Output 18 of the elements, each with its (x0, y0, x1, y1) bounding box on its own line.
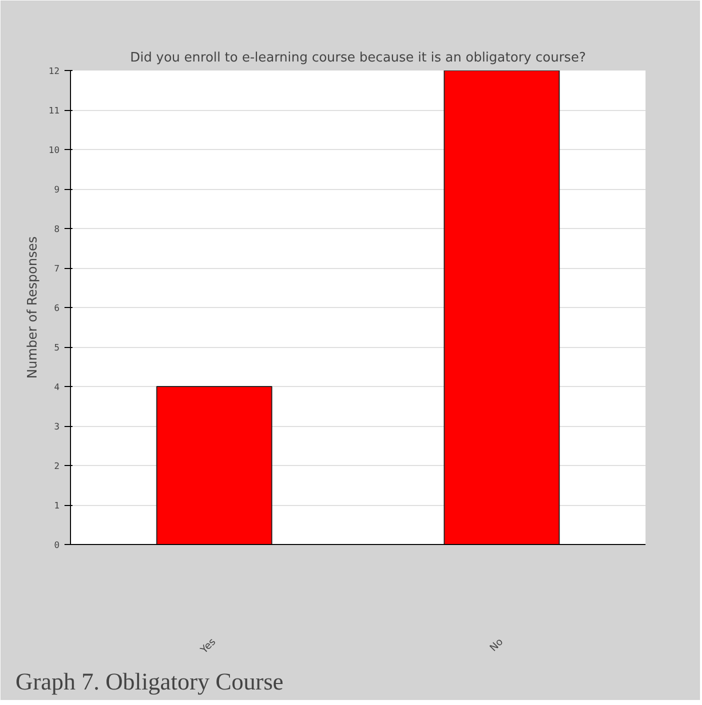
caption: Graph 7. Obligatory Course (16, 670, 284, 696)
y-tick-label: 6 (54, 304, 60, 314)
y-tick-label: 0 (54, 541, 60, 551)
y-tick-label: 4 (54, 383, 60, 393)
y-tick-label: 3 (54, 422, 60, 432)
y-tick-label: 11 (48, 106, 60, 116)
y-tick-label: 10 (48, 146, 60, 156)
x-tick-label: Yes (198, 636, 218, 657)
y-tick-label: 5 (54, 344, 60, 354)
y-tick-label: 9 (54, 186, 60, 196)
y-tick-label: 8 (54, 225, 60, 235)
y-tick-label: 1 (54, 502, 60, 512)
y-tick-label: 12 (48, 67, 60, 77)
chart-title: Did you enroll to e-learning course because it is an obligatory course? (130, 50, 586, 66)
y-tick-label: 7 (54, 264, 60, 274)
x-tick-label: No (488, 636, 506, 654)
y-tick-label: 2 (54, 462, 60, 472)
y-axis-title: Number of Responses (26, 236, 41, 379)
